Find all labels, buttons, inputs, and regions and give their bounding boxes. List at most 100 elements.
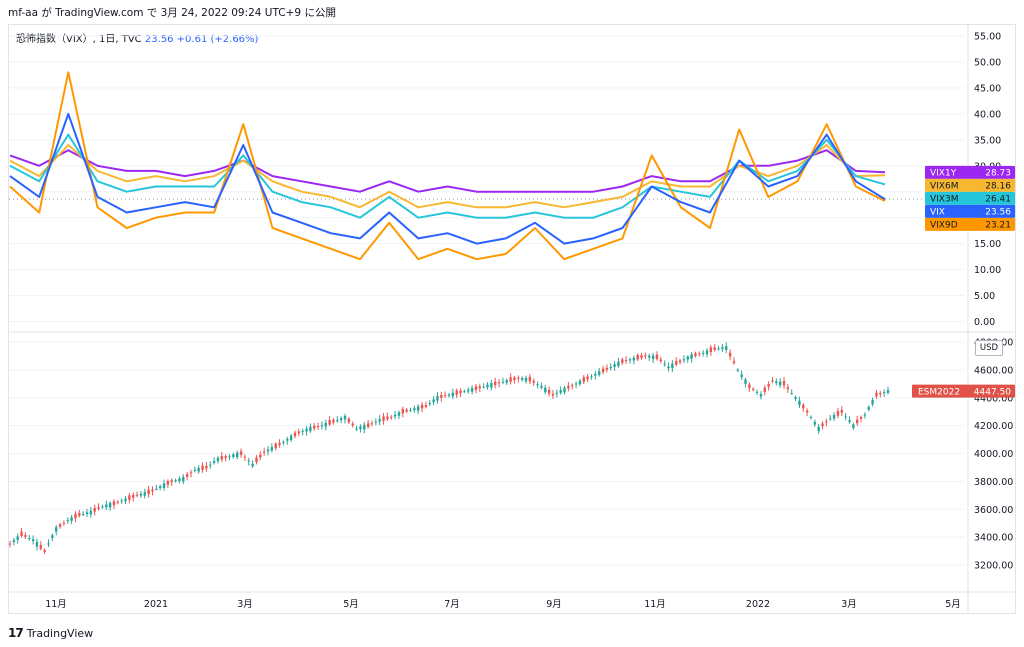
candle-body	[547, 389, 551, 394]
candle-body	[555, 392, 559, 394]
candle-body	[775, 381, 778, 384]
symbol-legend[interactable]: 恐怖指数（VIX）, 1日, TVC 23.56 +0.61 (+2.66%)	[16, 30, 258, 45]
candle-body	[286, 438, 289, 441]
candle-body	[520, 378, 524, 380]
candle-body	[513, 377, 516, 381]
candle-body	[343, 415, 347, 420]
tag-value: 26.41	[985, 195, 1011, 205]
candle-body	[486, 384, 489, 388]
candle-body	[432, 399, 435, 403]
candle-body	[671, 363, 674, 369]
candle-body	[158, 486, 162, 489]
candle-body	[467, 389, 470, 392]
candle-body	[374, 421, 378, 423]
candle-body	[289, 435, 293, 441]
candle-body	[836, 411, 840, 416]
candle-body	[844, 416, 847, 418]
tradingview-logo-icon: 17	[8, 626, 24, 640]
candle-body	[551, 393, 555, 396]
candle-body	[528, 376, 532, 382]
candle-body	[239, 451, 243, 455]
candle-body	[424, 405, 428, 407]
candle-body	[659, 359, 662, 362]
candle-body	[428, 403, 431, 405]
candle-body	[624, 360, 628, 362]
price-tag-vix6m: VIX6M 28.16	[925, 178, 1015, 192]
candle-body	[58, 524, 62, 528]
candle-body	[185, 474, 189, 477]
x-tick-label: 3月	[237, 599, 253, 610]
candle-body	[324, 422, 327, 427]
x-tick-label: 7月	[444, 599, 460, 610]
y-tick-label: 50.00	[974, 57, 1001, 68]
candle-body	[228, 456, 231, 458]
y-tick-label: 40.00	[974, 109, 1001, 120]
candle-body	[559, 390, 562, 393]
candle-body	[755, 391, 759, 393]
candle-body	[332, 419, 335, 423]
candle-body	[732, 361, 736, 364]
candle-body	[259, 454, 262, 458]
candle-body	[132, 495, 135, 498]
candle-body	[705, 350, 709, 354]
candle-body	[744, 379, 747, 384]
y-tick-label: 3600.00	[974, 505, 1013, 516]
candle-body	[447, 394, 451, 396]
candle-body	[678, 360, 682, 363]
candle-body	[35, 541, 39, 547]
candle-body	[216, 457, 220, 462]
candle-body	[78, 513, 81, 516]
candle-body	[120, 500, 123, 502]
symbol-title: 恐怖指数（VIX）, 1日, TVC	[16, 34, 142, 45]
candle-body	[505, 380, 508, 383]
candle-body	[617, 361, 620, 367]
candle-body	[347, 418, 351, 423]
candle-body	[728, 352, 732, 357]
candle-body	[220, 455, 223, 460]
currency-label[interactable]: USD	[975, 340, 1003, 356]
candle-body	[667, 366, 670, 369]
candle-body	[713, 347, 716, 350]
candle-body	[767, 384, 770, 387]
candle-body	[490, 383, 493, 388]
candle-body	[663, 363, 666, 365]
candle-body	[313, 425, 316, 429]
candle-body	[609, 367, 612, 369]
candle-body	[544, 387, 547, 393]
candle-body	[759, 393, 763, 397]
candle-body	[24, 535, 27, 537]
candle-body	[297, 431, 301, 434]
last-value: 23.56	[144, 34, 174, 45]
brand-name: TradingView	[26, 626, 94, 640]
candle-body	[590, 376, 593, 378]
candle-body	[112, 501, 116, 506]
candle-body	[397, 412, 401, 416]
candle-body	[501, 381, 505, 383]
x-tick-label: 2021	[144, 599, 168, 610]
price-tag-vix9d: VIX9D 23.21	[925, 217, 1015, 231]
tag-name: VIX6M	[930, 182, 958, 192]
candle-body	[251, 463, 254, 467]
candle-body	[497, 382, 501, 384]
y-tick-label: 3200.00	[974, 561, 1013, 572]
candle-body	[871, 399, 874, 405]
candle-body	[748, 384, 751, 388]
x-tick-label: 11月	[45, 599, 67, 610]
candle-body	[825, 421, 828, 423]
y-tick-label: 5.00	[974, 291, 995, 302]
tag-name: VIX3M	[930, 195, 958, 205]
candle-body	[51, 535, 54, 538]
series-line-vix	[9, 112, 886, 245]
candle-body	[197, 467, 200, 472]
candle-body	[628, 359, 632, 361]
candle-body	[605, 367, 609, 370]
candle-body	[135, 494, 139, 496]
candle-body	[852, 424, 855, 428]
publish-info: mf-aa が TradingView.com で 3月 24, 2022 09…	[8, 7, 336, 19]
candle-body	[509, 377, 512, 382]
candle-body	[81, 513, 85, 515]
candle-body	[470, 388, 474, 392]
candle-body	[12, 540, 16, 542]
candle-body	[212, 461, 216, 463]
